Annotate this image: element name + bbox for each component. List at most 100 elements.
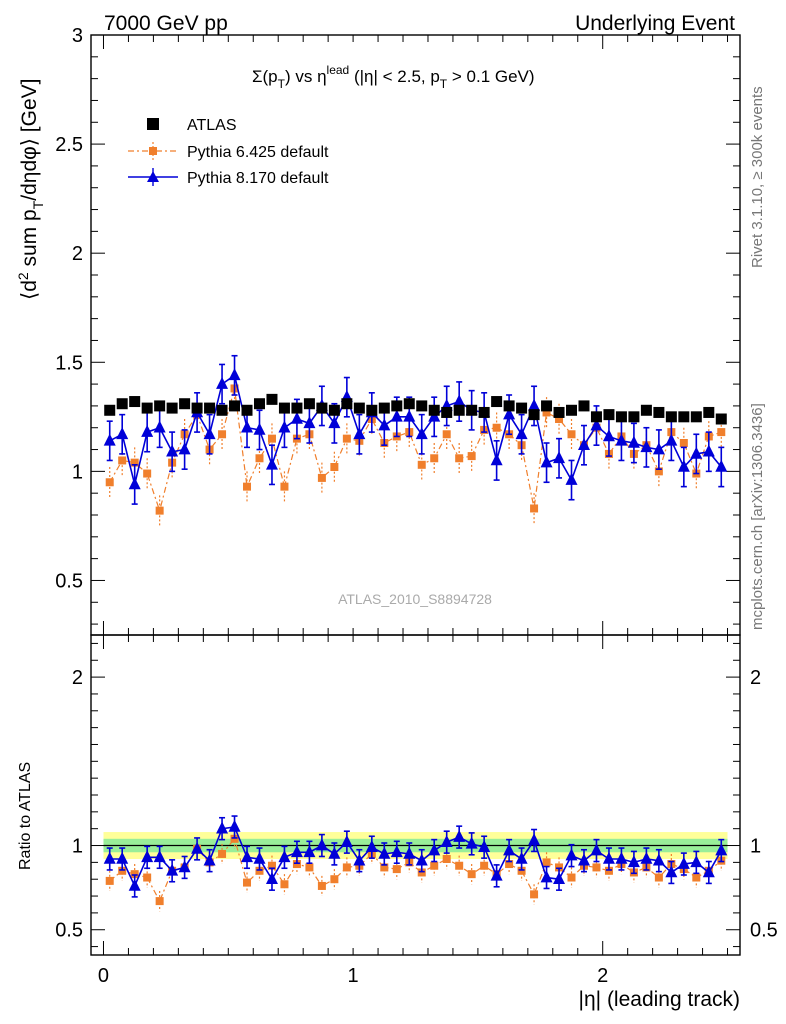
pythia8-marker: [490, 868, 503, 881]
pythia8-marker: [553, 451, 566, 464]
atlas-marker: [154, 400, 166, 412]
y-tick-label: 1.5: [55, 352, 83, 374]
pythia8-marker: [415, 427, 428, 440]
atlas-marker: [628, 411, 640, 423]
main-y-axis-title: ⟨d2 sum pT/dηdφ⟩ [GeV]: [15, 79, 46, 300]
y-tick-label-right: 0.5: [750, 920, 778, 942]
pythia8-marker: [116, 851, 129, 864]
atlas-marker: [303, 398, 315, 410]
pythia6-marker: [280, 880, 289, 889]
pythia8-marker: [103, 851, 116, 864]
pythia8-marker: [690, 855, 703, 868]
pythia6-marker: [505, 860, 514, 869]
pythia8-marker: [191, 841, 204, 854]
pythia8-marker: [328, 416, 341, 429]
pythia8-marker: [353, 853, 366, 866]
y-tick-label: 0.5: [55, 920, 83, 942]
pythia8-marker: [702, 444, 715, 457]
atlas-marker: [453, 404, 465, 416]
pythia6-marker: [492, 423, 501, 432]
pythia8-marker: [128, 477, 141, 490]
atlas-marker: [503, 400, 515, 412]
pythia8-marker: [627, 855, 640, 868]
y-tick-label-right: 2: [750, 667, 761, 689]
pythia8-marker: [278, 850, 291, 863]
pythia8-marker: [590, 418, 603, 431]
pythia6-marker: [455, 454, 464, 463]
legend-marker-pythia6: [149, 147, 157, 155]
pythia8-marker: [265, 872, 278, 885]
pythia8-marker: [390, 845, 403, 858]
pythia6-marker: [380, 863, 389, 872]
pythia8-marker: [403, 846, 416, 859]
pythia6-marker: [654, 873, 663, 882]
legend-label: Pythia 6.425 default: [187, 144, 329, 161]
atlas-marker: [166, 402, 178, 414]
pythia8-marker: [677, 459, 690, 472]
pythia6-marker: [330, 875, 339, 884]
pythia8-marker: [503, 407, 516, 420]
plot-title: Σ(pT) vs ηlead (|η| < 2.5, pT > 0.1 GeV): [252, 63, 535, 91]
pythia8-marker: [665, 433, 678, 446]
atlas-marker: [116, 398, 128, 410]
x-tick-label: 2: [597, 965, 608, 987]
pythia6-marker: [243, 878, 252, 887]
legend-marker-pythia8: [147, 171, 159, 182]
pythia8-marker: [715, 459, 728, 472]
main-y-tick-labels: 0.5 1 1.5 2 2.5 3: [55, 25, 83, 592]
pythia8-marker: [216, 821, 229, 834]
pythia8-marker: [241, 420, 254, 433]
atlas-marker: [640, 404, 652, 416]
pythia6-marker: [305, 863, 314, 872]
pythia8-marker: [241, 850, 254, 863]
pythia8-marker: [415, 853, 428, 866]
pythia8-marker: [553, 872, 566, 885]
atlas-marker: [690, 411, 702, 423]
legend-label: ATLAS: [187, 117, 237, 134]
x-tick-label: 0: [98, 965, 109, 987]
atlas-marker: [341, 398, 353, 410]
y-tick-label: 3: [72, 25, 83, 47]
pythia6-marker: [417, 460, 426, 469]
pythia6-marker: [430, 861, 439, 870]
atlas-marker: [266, 393, 278, 405]
pythia8-marker: [677, 856, 690, 869]
atlas-marker: [104, 404, 116, 416]
pythia6-marker: [130, 458, 139, 467]
atlas-marker: [703, 406, 715, 418]
pythia6-marker: [679, 439, 688, 447]
pythia8-marker: [577, 853, 590, 866]
pythia8-marker: [440, 834, 453, 847]
atlas-marker: [366, 404, 378, 416]
atlas-marker: [191, 402, 203, 414]
x-tick-label: 1: [348, 965, 359, 987]
pythia6-marker: [542, 408, 551, 417]
y-tick-label: 1: [72, 461, 83, 483]
pythia8-marker: [428, 843, 441, 856]
ratio-data-layer: [103, 815, 728, 912]
pythia6-marker: [255, 866, 264, 875]
atlas-marker: [541, 400, 553, 412]
pythia6-marker: [280, 482, 289, 491]
pythia8-marker: [652, 853, 665, 866]
pythia6-marker: [517, 866, 526, 875]
atlas-marker: [491, 396, 503, 408]
pythia6-marker: [455, 861, 464, 870]
pythia6-marker: [654, 467, 663, 476]
pythia8-marker: [265, 457, 278, 470]
y-tick-label: 2: [72, 667, 83, 689]
atlas-marker: [578, 400, 590, 412]
pythia6-marker: [555, 863, 564, 872]
atlas-marker: [403, 398, 415, 410]
pythia6-marker: [292, 860, 301, 869]
atlas-marker: [516, 402, 528, 414]
pythia8-marker: [390, 409, 403, 422]
pythia8-marker: [315, 838, 328, 851]
pythia6-marker: [430, 454, 439, 463]
atlas-marker: [615, 411, 627, 423]
pythia6-marker: [530, 890, 539, 899]
pythia6-marker: [317, 881, 326, 890]
atlas-marker: [216, 404, 228, 416]
pythia6-marker: [342, 863, 351, 872]
